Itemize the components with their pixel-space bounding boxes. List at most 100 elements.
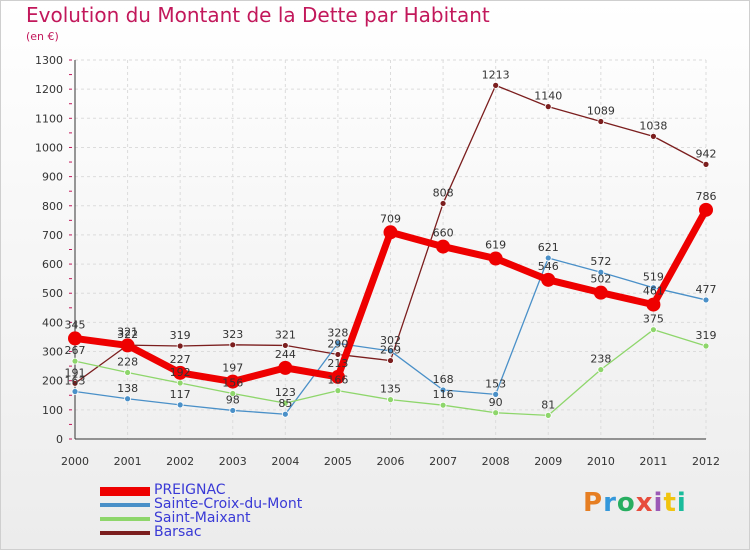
data-label-sainte-croix-du-mont: 328 <box>327 326 348 339</box>
y-tick-label: 600 <box>42 258 63 271</box>
data-label-saint-maixant: 135 <box>380 383 401 396</box>
point-saint-maixant <box>702 342 710 350</box>
point-barsac <box>650 132 657 140</box>
data-label-saint-maixant: 228 <box>117 356 138 369</box>
data-label-barsac: 321 <box>275 328 296 341</box>
data-label-sainte-croix-du-mont: 621 <box>538 241 559 254</box>
point-sainte-croix-du-mont <box>544 254 552 262</box>
data-label-preignac: 213 <box>327 357 348 370</box>
point-sainte-croix-du-mont <box>492 390 500 398</box>
data-label-preignac: 546 <box>538 260 559 273</box>
point-barsac <box>334 351 342 358</box>
point-barsac <box>229 341 237 349</box>
legend-swatch <box>100 502 150 508</box>
x-tick-label: 2011 <box>639 455 667 468</box>
data-label-saint-maixant: 238 <box>590 353 611 366</box>
chart-subtitle: (en €) <box>26 30 59 43</box>
proxiti-logo: Proxiti <box>583 488 687 518</box>
point-preignac <box>330 369 345 384</box>
chart-title: Evolution du Montant de la Dette par Hab… <box>26 3 490 27</box>
point-preignac <box>593 285 608 300</box>
data-label-preignac: 461 <box>643 285 664 298</box>
data-label-preignac: 227 <box>170 353 191 366</box>
data-label-sainte-croix-du-mont: 302 <box>380 334 401 347</box>
y-tick-label: 1300 <box>35 54 63 67</box>
data-label-preignac: 786 <box>696 190 717 203</box>
point-saint-maixant <box>71 357 79 365</box>
point-barsac <box>439 200 447 207</box>
data-label-sainte-croix-du-mont: 163 <box>65 374 86 387</box>
point-barsac <box>281 342 289 349</box>
point-sainte-croix-du-mont <box>439 386 447 394</box>
point-sainte-croix-du-mont <box>597 268 605 276</box>
legend-swatch <box>100 516 150 522</box>
data-label-sainte-croix-du-mont: 138 <box>117 382 138 395</box>
x-tick-label: 2000 <box>61 455 89 468</box>
data-label-saint-maixant: 375 <box>643 313 664 326</box>
data-label-preignac: 321 <box>117 325 138 338</box>
point-saint-maixant <box>124 369 131 376</box>
point-preignac <box>173 365 188 380</box>
legend-label: Saint-Maixant <box>154 510 251 526</box>
logo-letter: i <box>676 488 687 518</box>
point-preignac <box>699 202 713 217</box>
point-barsac <box>176 342 184 350</box>
point-saint-maixant <box>650 326 657 334</box>
data-label-saint-maixant: 192 <box>170 366 191 379</box>
point-sainte-croix-du-mont <box>229 407 237 414</box>
point-saint-maixant <box>229 390 237 397</box>
logo-letter: i <box>653 488 664 518</box>
point-preignac <box>120 338 135 353</box>
series-layer <box>68 81 713 419</box>
point-barsac <box>71 379 79 387</box>
point-sainte-croix-du-mont <box>124 395 131 403</box>
data-label-sainte-croix-du-mont: 153 <box>485 377 506 390</box>
logo-letter: r <box>603 488 617 518</box>
data-label-barsac: 1089 <box>587 105 615 118</box>
axes: 0 100 200 300 400 500 600 700 800 900 1000 1100 1200… <box>35 54 720 468</box>
y-tick-label: 1200 <box>35 83 63 96</box>
point-preignac <box>436 239 451 254</box>
data-label-saint-maixant: 90 <box>489 396 503 409</box>
x-tick-label: 2006 <box>377 455 405 468</box>
data-labels: 191 322 319 323 321 290 269 808 1213 1140 1089 1038… <box>65 68 717 411</box>
data-label-barsac: 322 <box>117 328 138 341</box>
data-label-barsac: 191 <box>65 366 86 379</box>
point-saint-maixant <box>281 399 289 407</box>
point-sainte-croix-du-mont <box>387 347 394 355</box>
data-label-sainte-croix-du-mont: 168 <box>433 373 454 386</box>
y-tick-label: 900 <box>42 171 63 184</box>
y-tick-label: 500 <box>42 287 63 300</box>
y-tick-label: 800 <box>42 200 63 213</box>
point-barsac <box>597 118 605 125</box>
data-label-preignac: 502 <box>590 273 611 286</box>
point-preignac <box>383 225 398 240</box>
point-preignac <box>68 331 82 346</box>
y-tick-label: 1000 <box>35 141 63 154</box>
point-saint-maixant <box>597 366 605 374</box>
point-saint-maixant <box>544 411 552 419</box>
data-label-preignac: 709 <box>380 212 401 225</box>
logo-letter: t <box>663 488 677 518</box>
point-sainte-croix-du-mont <box>176 401 184 409</box>
point-saint-maixant <box>387 396 394 404</box>
legend-swatch <box>100 530 150 536</box>
data-label-preignac: 197 <box>222 362 243 375</box>
x-tick-label: 2010 <box>587 455 615 468</box>
data-label-barsac: 269 <box>380 344 401 357</box>
data-label-sainte-croix-du-mont: 117 <box>170 388 191 401</box>
point-preignac <box>225 374 240 389</box>
point-sainte-croix-du-mont <box>281 410 289 418</box>
data-label-preignac: 660 <box>433 227 454 240</box>
data-label-saint-maixant: 81 <box>541 398 555 411</box>
data-label-saint-maixant: 116 <box>433 388 454 401</box>
data-label-barsac: 323 <box>222 328 243 341</box>
data-label-preignac: 619 <box>485 239 506 252</box>
point-saint-maixant <box>334 387 342 395</box>
point-preignac <box>488 251 503 266</box>
x-tick-label: 2008 <box>482 455 510 468</box>
point-barsac <box>387 357 394 364</box>
point-sainte-croix-du-mont <box>71 388 79 395</box>
y-tick-label: 300 <box>42 346 63 359</box>
